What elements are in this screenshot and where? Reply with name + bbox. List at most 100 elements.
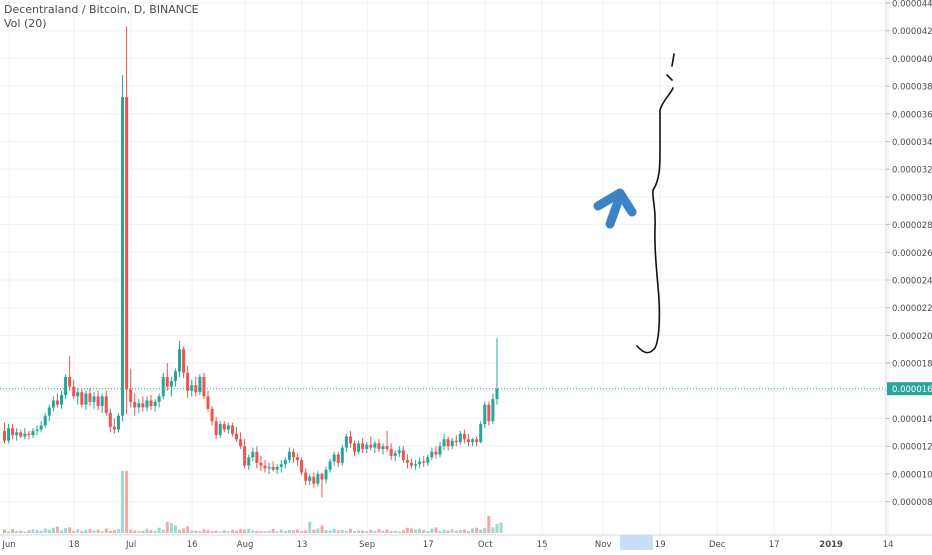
volume-bar <box>475 527 479 533</box>
candle-body <box>222 424 226 430</box>
time-axis[interactable]: Jun 18 Jul 16 Aug 13 Sep 17 Oct 15 Nov 19 Dec 17 2019 1… <box>0 534 932 550</box>
volume-bar <box>385 529 389 533</box>
grid <box>0 0 889 535</box>
candle-body <box>491 399 495 422</box>
candle-body <box>279 464 283 467</box>
volume-bar <box>72 530 76 533</box>
volume-bar <box>39 530 43 533</box>
volume-bar <box>141 530 145 533</box>
volume-bar <box>405 527 409 533</box>
candle-body <box>15 432 19 436</box>
volume-bar <box>300 531 304 533</box>
candle-body <box>72 386 76 397</box>
last-price-tag: 0.00001615 <box>887 382 932 396</box>
y-tick-label: 0.00002400 <box>892 277 932 287</box>
candle-body <box>165 376 169 387</box>
volume-bar <box>328 530 332 533</box>
crosshair-date-highlight <box>620 535 653 550</box>
candle-body <box>414 464 418 466</box>
volume-bar <box>361 530 365 533</box>
x-tick-label: 17 <box>423 540 434 550</box>
candle-body <box>202 376 206 397</box>
volume-bar <box>450 529 454 533</box>
candle-body <box>426 457 430 463</box>
volume-bar <box>3 529 6 533</box>
x-tick-label: Nov <box>595 540 612 550</box>
candle-body <box>239 439 243 447</box>
y-tick-label: 0.00001800 <box>892 360 932 370</box>
volume-bar <box>226 531 230 533</box>
candle-body <box>153 401 157 407</box>
candle-body <box>385 446 389 449</box>
volume-bar <box>454 530 458 533</box>
volume-bar <box>178 529 182 533</box>
candle-body <box>479 424 483 443</box>
candle-body <box>487 404 491 422</box>
volume-bar <box>291 530 295 533</box>
x-tick-label: 14 <box>883 540 894 550</box>
volume-bar <box>344 530 348 533</box>
candle-body <box>35 429 39 431</box>
candle-body <box>145 400 149 408</box>
volume-bar <box>43 528 47 533</box>
volume-bar <box>11 528 15 533</box>
candle-body <box>357 443 361 452</box>
candle-body <box>430 451 434 458</box>
candle-body <box>7 428 11 441</box>
y-tick-label: 0.00003800 <box>892 83 932 93</box>
candle-body <box>401 450 405 461</box>
candle-body <box>100 396 104 407</box>
candle-body <box>108 412 112 427</box>
volume-bar <box>487 516 491 533</box>
candle-body <box>43 415 47 426</box>
hand-drawn-line <box>636 53 675 354</box>
volume-bar <box>401 530 405 533</box>
candle-body <box>304 472 308 481</box>
volume-bar <box>430 528 434 533</box>
volume-bar <box>198 531 202 533</box>
volume-bar <box>182 528 186 533</box>
volume-bar <box>336 530 340 533</box>
volume-bar <box>251 530 255 533</box>
volume-bar <box>51 527 55 533</box>
candle-body <box>3 430 6 441</box>
volume-bar <box>234 530 238 533</box>
candle-body <box>454 440 458 443</box>
volume-bar <box>129 529 133 533</box>
candle-body <box>471 439 475 443</box>
volume-bar <box>230 529 234 533</box>
volume-bar <box>418 528 422 533</box>
candle-body <box>210 408 214 422</box>
candle-body <box>405 460 409 463</box>
volume-bar <box>332 528 336 533</box>
volume-bar <box>247 528 251 533</box>
volume-bar <box>92 530 96 533</box>
volume-bar <box>243 529 247 533</box>
candle-body <box>19 432 23 437</box>
y-tick-label: 0.00003400 <box>892 138 932 148</box>
candle-body <box>247 457 251 466</box>
candle-body <box>296 457 300 461</box>
candle-body <box>125 97 129 390</box>
candle-body <box>226 425 230 430</box>
volume-bar <box>76 529 80 533</box>
volume-bar <box>153 530 157 533</box>
volume-bar <box>206 529 210 533</box>
candle-body <box>369 444 373 448</box>
volume-bar <box>161 529 165 533</box>
candle-body <box>190 385 194 391</box>
volume-bar <box>499 522 503 533</box>
candle-body <box>116 415 120 430</box>
candle-body <box>11 428 15 436</box>
drawings <box>593 53 675 354</box>
volume-bar <box>108 530 112 533</box>
volume-bar <box>100 531 104 533</box>
candle-body <box>76 392 80 397</box>
candle-body <box>267 466 271 469</box>
volume-bar <box>434 527 438 533</box>
volume-bar <box>68 527 72 533</box>
y-tick-label: 0.00004000 <box>892 55 932 65</box>
y-tick-label: 0.00003600 <box>892 110 932 120</box>
